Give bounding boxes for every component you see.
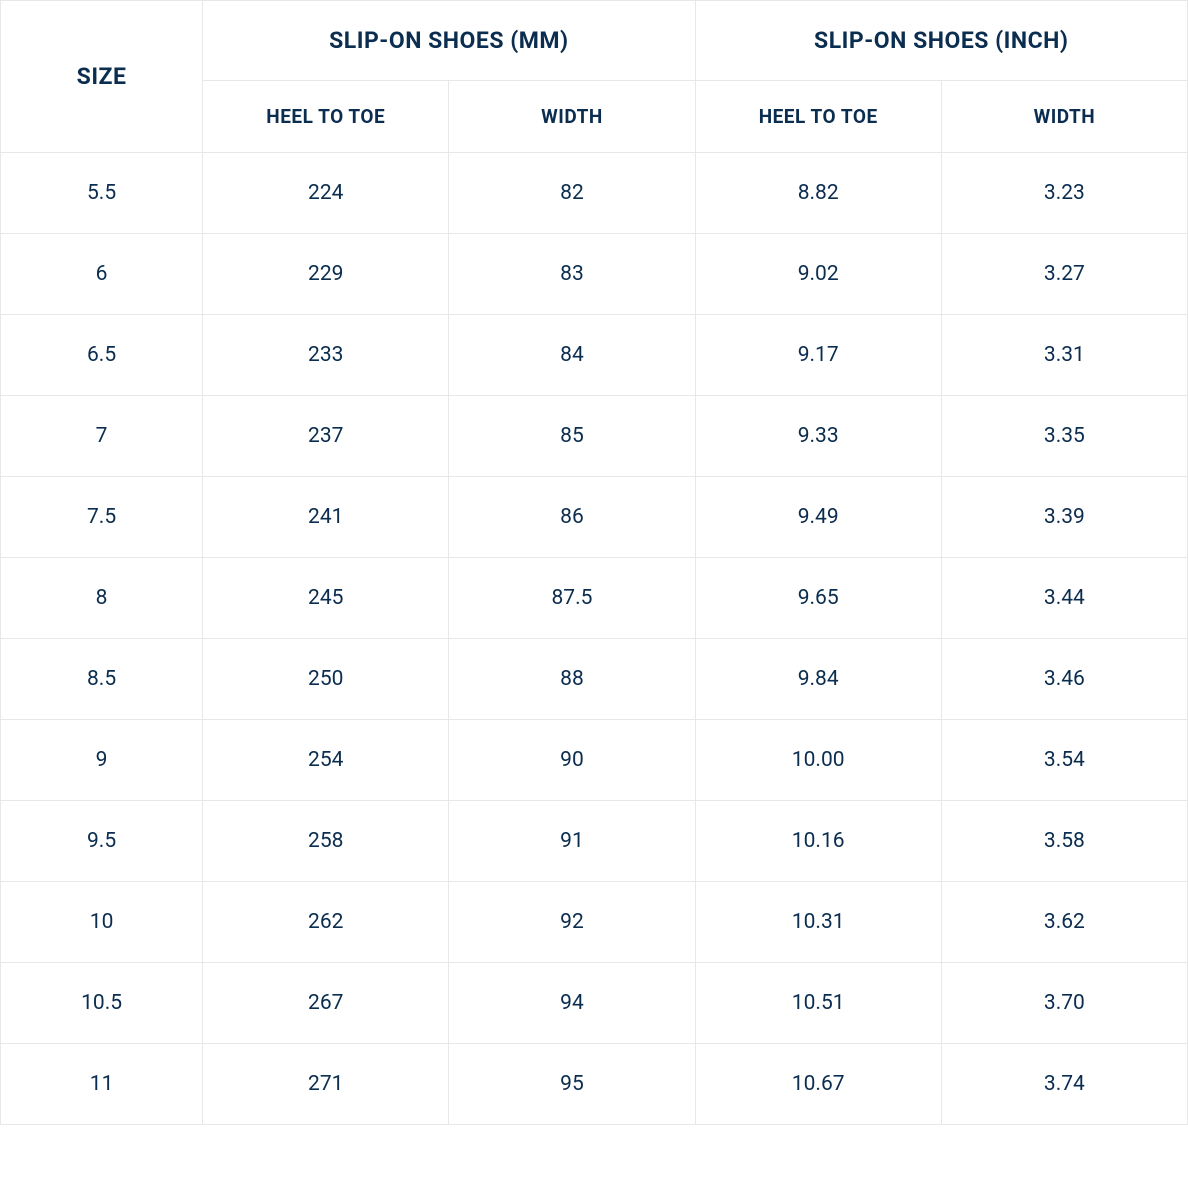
cell-inch-heel: 8.82: [695, 153, 941, 234]
cell-size: 5.5: [1, 153, 203, 234]
cell-inch-width: 3.58: [941, 801, 1187, 882]
cell-size: 6: [1, 234, 203, 315]
header-mm-group: SLIP-ON SHOES (MM): [203, 1, 695, 81]
cell-mm-heel: 271: [203, 1044, 449, 1125]
cell-mm-width: 94: [449, 963, 695, 1044]
cell-mm-width: 87.5: [449, 558, 695, 639]
cell-mm-heel: 267: [203, 963, 449, 1044]
table-row: 7.5241869.493.39: [1, 477, 1188, 558]
cell-size: 9: [1, 720, 203, 801]
cell-size: 8.5: [1, 639, 203, 720]
cell-inch-heel: 9.17: [695, 315, 941, 396]
table-row: 6.5233849.173.31: [1, 315, 1188, 396]
cell-mm-width: 85: [449, 396, 695, 477]
table-row: 10.52679410.513.70: [1, 963, 1188, 1044]
cell-inch-width: 3.74: [941, 1044, 1187, 1125]
header-inch-width: WIDTH: [941, 81, 1187, 153]
cell-size: 6.5: [1, 315, 203, 396]
cell-size: 7: [1, 396, 203, 477]
cell-mm-width: 91: [449, 801, 695, 882]
cell-mm-heel: 233: [203, 315, 449, 396]
cell-inch-width: 3.44: [941, 558, 1187, 639]
cell-inch-width: 3.39: [941, 477, 1187, 558]
cell-mm-heel: 258: [203, 801, 449, 882]
table-body: 5.5224828.823.236229839.023.276.5233849.…: [1, 153, 1188, 1125]
cell-mm-heel: 254: [203, 720, 449, 801]
cell-inch-heel: 9.49: [695, 477, 941, 558]
cell-mm-width: 83: [449, 234, 695, 315]
table-row: 8.5250889.843.46: [1, 639, 1188, 720]
cell-inch-heel: 9.65: [695, 558, 941, 639]
cell-size: 7.5: [1, 477, 203, 558]
cell-inch-width: 3.23: [941, 153, 1187, 234]
cell-size: 11: [1, 1044, 203, 1125]
cell-mm-width: 86: [449, 477, 695, 558]
header-size: SIZE: [1, 1, 203, 153]
cell-inch-width: 3.70: [941, 963, 1187, 1044]
header-mm-heel: HEEL TO TOE: [203, 81, 449, 153]
cell-mm-heel: 224: [203, 153, 449, 234]
cell-inch-heel: 10.67: [695, 1044, 941, 1125]
cell-mm-width: 95: [449, 1044, 695, 1125]
cell-mm-width: 82: [449, 153, 695, 234]
cell-mm-heel: 229: [203, 234, 449, 315]
table-header: SIZE SLIP-ON SHOES (MM) SLIP-ON SHOES (I…: [1, 1, 1188, 153]
cell-mm-width: 90: [449, 720, 695, 801]
table-row: 7237859.333.35: [1, 396, 1188, 477]
table-row: 9.52589110.163.58: [1, 801, 1188, 882]
cell-mm-heel: 245: [203, 558, 449, 639]
cell-inch-heel: 9.02: [695, 234, 941, 315]
cell-mm-width: 88: [449, 639, 695, 720]
cell-inch-width: 3.27: [941, 234, 1187, 315]
table-row: 5.5224828.823.23: [1, 153, 1188, 234]
table-row: 824587.59.653.44: [1, 558, 1188, 639]
header-inch-group: SLIP-ON SHOES (INCH): [695, 1, 1187, 81]
cell-inch-heel: 10.51: [695, 963, 941, 1044]
table-row: 92549010.003.54: [1, 720, 1188, 801]
cell-inch-heel: 10.16: [695, 801, 941, 882]
cell-inch-width: 3.35: [941, 396, 1187, 477]
header-mm-width: WIDTH: [449, 81, 695, 153]
header-inch-heel: HEEL TO TOE: [695, 81, 941, 153]
cell-inch-heel: 9.33: [695, 396, 941, 477]
cell-inch-width: 3.31: [941, 315, 1187, 396]
cell-mm-width: 84: [449, 315, 695, 396]
cell-inch-heel: 10.31: [695, 882, 941, 963]
cell-mm-heel: 237: [203, 396, 449, 477]
cell-size: 8: [1, 558, 203, 639]
cell-size: 10.5: [1, 963, 203, 1044]
cell-inch-heel: 9.84: [695, 639, 941, 720]
cell-mm-width: 92: [449, 882, 695, 963]
cell-inch-width: 3.54: [941, 720, 1187, 801]
cell-size: 9.5: [1, 801, 203, 882]
cell-inch-width: 3.62: [941, 882, 1187, 963]
cell-mm-heel: 241: [203, 477, 449, 558]
cell-mm-heel: 250: [203, 639, 449, 720]
table-row: 102629210.313.62: [1, 882, 1188, 963]
cell-size: 10: [1, 882, 203, 963]
cell-mm-heel: 262: [203, 882, 449, 963]
table-row: 112719510.673.74: [1, 1044, 1188, 1125]
cell-inch-heel: 10.00: [695, 720, 941, 801]
cell-inch-width: 3.46: [941, 639, 1187, 720]
size-chart-table: SIZE SLIP-ON SHOES (MM) SLIP-ON SHOES (I…: [0, 0, 1188, 1125]
table-row: 6229839.023.27: [1, 234, 1188, 315]
